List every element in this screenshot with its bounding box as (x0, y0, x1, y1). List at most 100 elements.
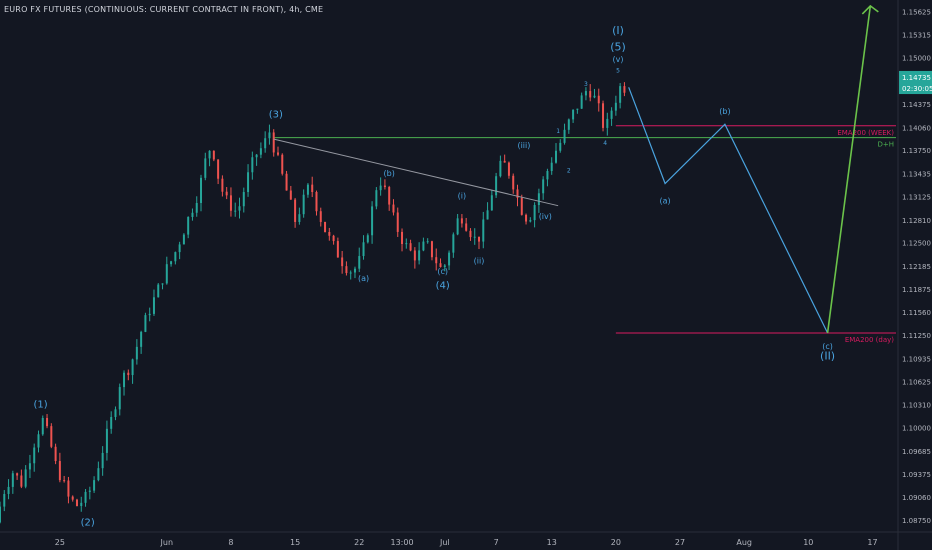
candle-body (46, 417, 49, 427)
candle-body (328, 232, 331, 236)
y-tick-label: 1.09375 (902, 471, 931, 479)
x-tick-label: 7 (494, 538, 499, 547)
candle-body (465, 223, 468, 231)
x-tick-label: 13 (547, 538, 557, 547)
candle-body (152, 297, 155, 314)
candle-body (388, 187, 391, 205)
y-tick-label: 1.14375 (902, 101, 931, 109)
y-tick-label: 1.10935 (902, 355, 931, 363)
wave-label: (ii) (474, 256, 485, 265)
y-tick-label: 1.12185 (902, 263, 931, 271)
candle-body (11, 473, 14, 487)
x-tick-label: 10 (803, 538, 813, 547)
candle-body (576, 108, 579, 110)
candle-body (238, 206, 241, 211)
candle-body (379, 185, 382, 191)
candle-body (452, 234, 455, 253)
candle-body (302, 194, 305, 215)
y-tick-label: 1.13125 (902, 193, 931, 201)
candle-body (567, 119, 570, 130)
candle-body (460, 218, 463, 224)
candle-body (516, 189, 519, 198)
y-tick-label: 1.11875 (902, 286, 931, 294)
candle-body (537, 193, 540, 206)
candle-body (212, 150, 215, 160)
y-tick-label: 1.10625 (902, 378, 931, 386)
wave-label: (b) (384, 169, 395, 178)
candle-body (165, 264, 168, 284)
y-tick-label: 1.10310 (902, 402, 931, 410)
candle-body (362, 242, 365, 257)
y-axis: 1.156251.153151.150001.146901.143751.140… (899, 8, 932, 525)
candle-body (208, 150, 211, 159)
candle-body (392, 204, 395, 213)
candle-body (495, 176, 498, 196)
candle-body (589, 91, 592, 98)
candle-body (54, 446, 57, 462)
candle-body (435, 257, 438, 264)
candle-body (127, 372, 130, 376)
candle-body (311, 184, 314, 193)
candle-body (229, 195, 232, 211)
wave-label: (2) (81, 517, 95, 528)
candle-body (28, 463, 31, 470)
candle-body (234, 210, 237, 212)
candle-body (503, 160, 506, 163)
candle-body (268, 132, 271, 139)
wave-label: (iv) (539, 212, 552, 221)
candle-body (469, 230, 472, 238)
candle-body (619, 86, 622, 103)
y-tick-label: 1.09685 (902, 448, 931, 456)
wave-label: (c) (822, 342, 833, 351)
x-tick-label: 8 (228, 538, 233, 547)
candle-body (473, 236, 476, 238)
candle-body (580, 95, 583, 109)
y-tick-label: 1.10000 (902, 425, 931, 433)
candle-body (50, 426, 53, 447)
candle-body (345, 266, 348, 274)
candle-body (405, 243, 408, 245)
candle-body (319, 211, 322, 222)
candle-body (24, 469, 27, 487)
wave-label: (iii) (517, 141, 530, 150)
candle-body (439, 263, 442, 268)
candle-body (520, 197, 523, 215)
candle-body (247, 172, 250, 193)
candle-body (285, 173, 288, 191)
candle-body (512, 175, 515, 190)
target-arrow-line[interactable] (826, 5, 872, 334)
candle-body (542, 179, 545, 194)
trendline[interactable] (273, 138, 559, 207)
wave-label: (a) (358, 274, 369, 283)
wave-label: (3) (269, 110, 283, 121)
wave-labels: (1) (2) (3) (4) (I) (5) (v) 5 (a) (b) (c) (i) (ii) (i… (34, 24, 836, 528)
y-tick-label: 1.11250 (902, 332, 931, 340)
candle-body (200, 177, 203, 203)
x-tick-label: Jul (439, 538, 450, 547)
candle-body (264, 138, 267, 149)
wave-projection-line[interactable] (628, 87, 829, 334)
wave-label: (4) (436, 281, 450, 292)
candle-body (366, 235, 369, 243)
candle-body (623, 86, 626, 93)
x-tick-label: 17 (867, 538, 877, 547)
candle-body (161, 283, 164, 285)
x-axis: 25 Jun 8 15 22 13:00 Jul 7 13 20 27 Aug 10 17 (55, 538, 878, 547)
candle-body (195, 202, 198, 213)
candle-body (101, 452, 104, 469)
candle-body (225, 191, 228, 196)
candle-body (478, 236, 481, 242)
candle-body (259, 148, 262, 155)
level-label: D+H (877, 141, 894, 149)
wave-label: (i) (458, 191, 466, 200)
price-badge (899, 70, 932, 83)
wave-label: 3 (584, 81, 588, 88)
candle-body (315, 192, 318, 212)
candle-body (486, 210, 489, 220)
candle-body (341, 257, 344, 267)
candle-body (140, 331, 143, 347)
price-badge-label: 1.14735 (902, 74, 931, 82)
candle-body (375, 190, 378, 207)
